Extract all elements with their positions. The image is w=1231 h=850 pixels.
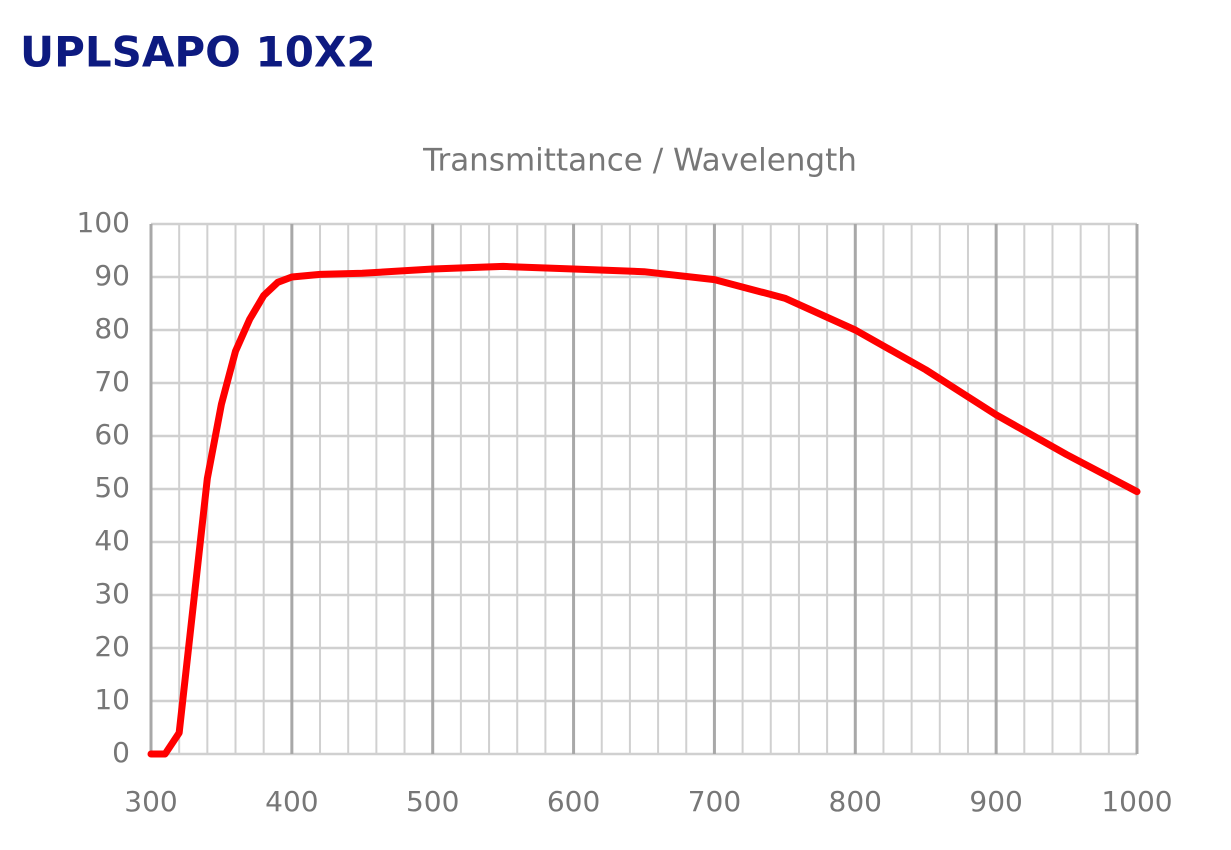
- x-tick-label: 400: [265, 785, 318, 818]
- y-tick-label: 20: [94, 630, 130, 663]
- y-tick-label: 30: [94, 577, 130, 610]
- x-tick-label: 300: [124, 785, 177, 818]
- x-tick-label: 700: [688, 785, 741, 818]
- y-tick-label: 10: [94, 683, 130, 716]
- y-tick-label: 40: [94, 524, 130, 557]
- y-tick-label: 100: [77, 206, 130, 239]
- x-tick-label: 500: [406, 785, 459, 818]
- data-line: [147, 262, 1141, 758]
- x-tick-label: 900: [969, 785, 1022, 818]
- y-tick-label: 70: [94, 365, 130, 398]
- x-tick-label: 800: [829, 785, 882, 818]
- x-tick-label: 1000: [1101, 785, 1172, 818]
- y-tick-label: 0: [112, 736, 130, 769]
- y-tick-label: 80: [94, 312, 130, 345]
- y-tick-label: 60: [94, 418, 130, 451]
- y-tick-label: 50: [94, 471, 130, 504]
- x-tick-label: 600: [547, 785, 600, 818]
- chart-title: Transmittance / Wavelength: [422, 143, 857, 179]
- page-title: UPLSAPO 10X2: [20, 28, 376, 77]
- y-tick-label: 90: [94, 259, 130, 292]
